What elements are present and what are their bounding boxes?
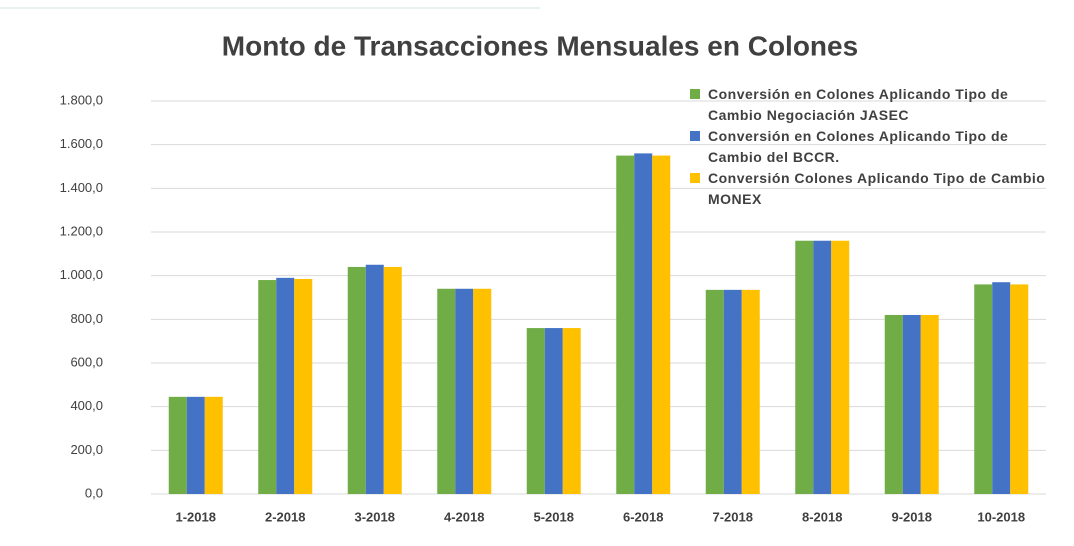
bar xyxy=(992,282,1011,494)
legend-item: Conversión Colones Aplicando Tipo de Cam… xyxy=(690,168,1065,210)
bar xyxy=(437,288,456,494)
bar xyxy=(473,288,492,494)
bar xyxy=(168,396,187,494)
x-tick-label: 1-2018 xyxy=(176,509,216,524)
y-tick-label: 1.600,0 xyxy=(60,136,103,151)
bar xyxy=(813,240,832,494)
bar xyxy=(365,264,384,494)
bar xyxy=(723,289,742,494)
bar xyxy=(258,280,277,494)
bar xyxy=(294,278,313,494)
bar xyxy=(795,240,814,494)
bar xyxy=(741,289,760,494)
y-tick-label: 1.400,0 xyxy=(60,180,103,195)
bar xyxy=(186,396,205,494)
legend-label: Conversión en Colones Aplicando Tipo de … xyxy=(708,86,1009,123)
x-tick-label: 10-2018 xyxy=(977,509,1025,524)
legend-item: Conversión en Colones Aplicando Tipo de … xyxy=(690,84,1065,126)
bar xyxy=(902,314,921,494)
bar xyxy=(544,328,563,494)
y-tick-label: 1.200,0 xyxy=(60,223,103,238)
bar xyxy=(383,266,402,494)
chart-title: Monto de Transacciones Mensuales en Colo… xyxy=(222,30,858,61)
legend-label: Conversión en Colones Aplicando Tipo de … xyxy=(708,128,1009,165)
y-tick-label: 1.000,0 xyxy=(60,267,103,282)
legend-swatch xyxy=(690,131,700,141)
x-tick-label: 6-2018 xyxy=(623,509,663,524)
x-tick-label: 8-2018 xyxy=(802,509,842,524)
y-tick-label: 800,0 xyxy=(70,311,103,326)
bar xyxy=(884,314,903,494)
legend-item: Conversión en Colones Aplicando Tipo de … xyxy=(690,126,1065,168)
y-tick-label: 0,0 xyxy=(85,485,103,500)
y-tick-label: 1.800,0 xyxy=(60,92,103,107)
legend: Conversión en Colones Aplicando Tipo de … xyxy=(690,84,1065,210)
x-tick-label: 7-2018 xyxy=(713,509,753,524)
bar xyxy=(634,153,653,494)
legend-label: Conversión Colones Aplicando Tipo de Cam… xyxy=(708,170,1046,207)
bar xyxy=(920,314,939,494)
bar xyxy=(204,396,223,494)
bar xyxy=(1010,284,1029,494)
bar xyxy=(276,277,295,494)
bar xyxy=(347,266,366,494)
x-tick-label: 3-2018 xyxy=(355,509,395,524)
legend-swatch xyxy=(690,89,700,99)
bar xyxy=(705,289,724,494)
bar xyxy=(974,284,993,494)
legend-swatch xyxy=(690,173,700,183)
y-tick-label: 400,0 xyxy=(70,398,103,413)
bar xyxy=(831,240,850,494)
bar xyxy=(526,328,545,494)
bar xyxy=(455,288,474,494)
y-tick-label: 200,0 xyxy=(70,442,103,457)
x-tick-label: 2-2018 xyxy=(265,509,305,524)
x-tick-label: 5-2018 xyxy=(534,509,574,524)
bar xyxy=(652,155,671,495)
bar xyxy=(562,328,581,494)
x-tick-label: 4-2018 xyxy=(444,509,484,524)
x-tick-label: 9-2018 xyxy=(892,509,932,524)
y-tick-label: 600,0 xyxy=(70,354,103,369)
bar xyxy=(616,155,635,495)
